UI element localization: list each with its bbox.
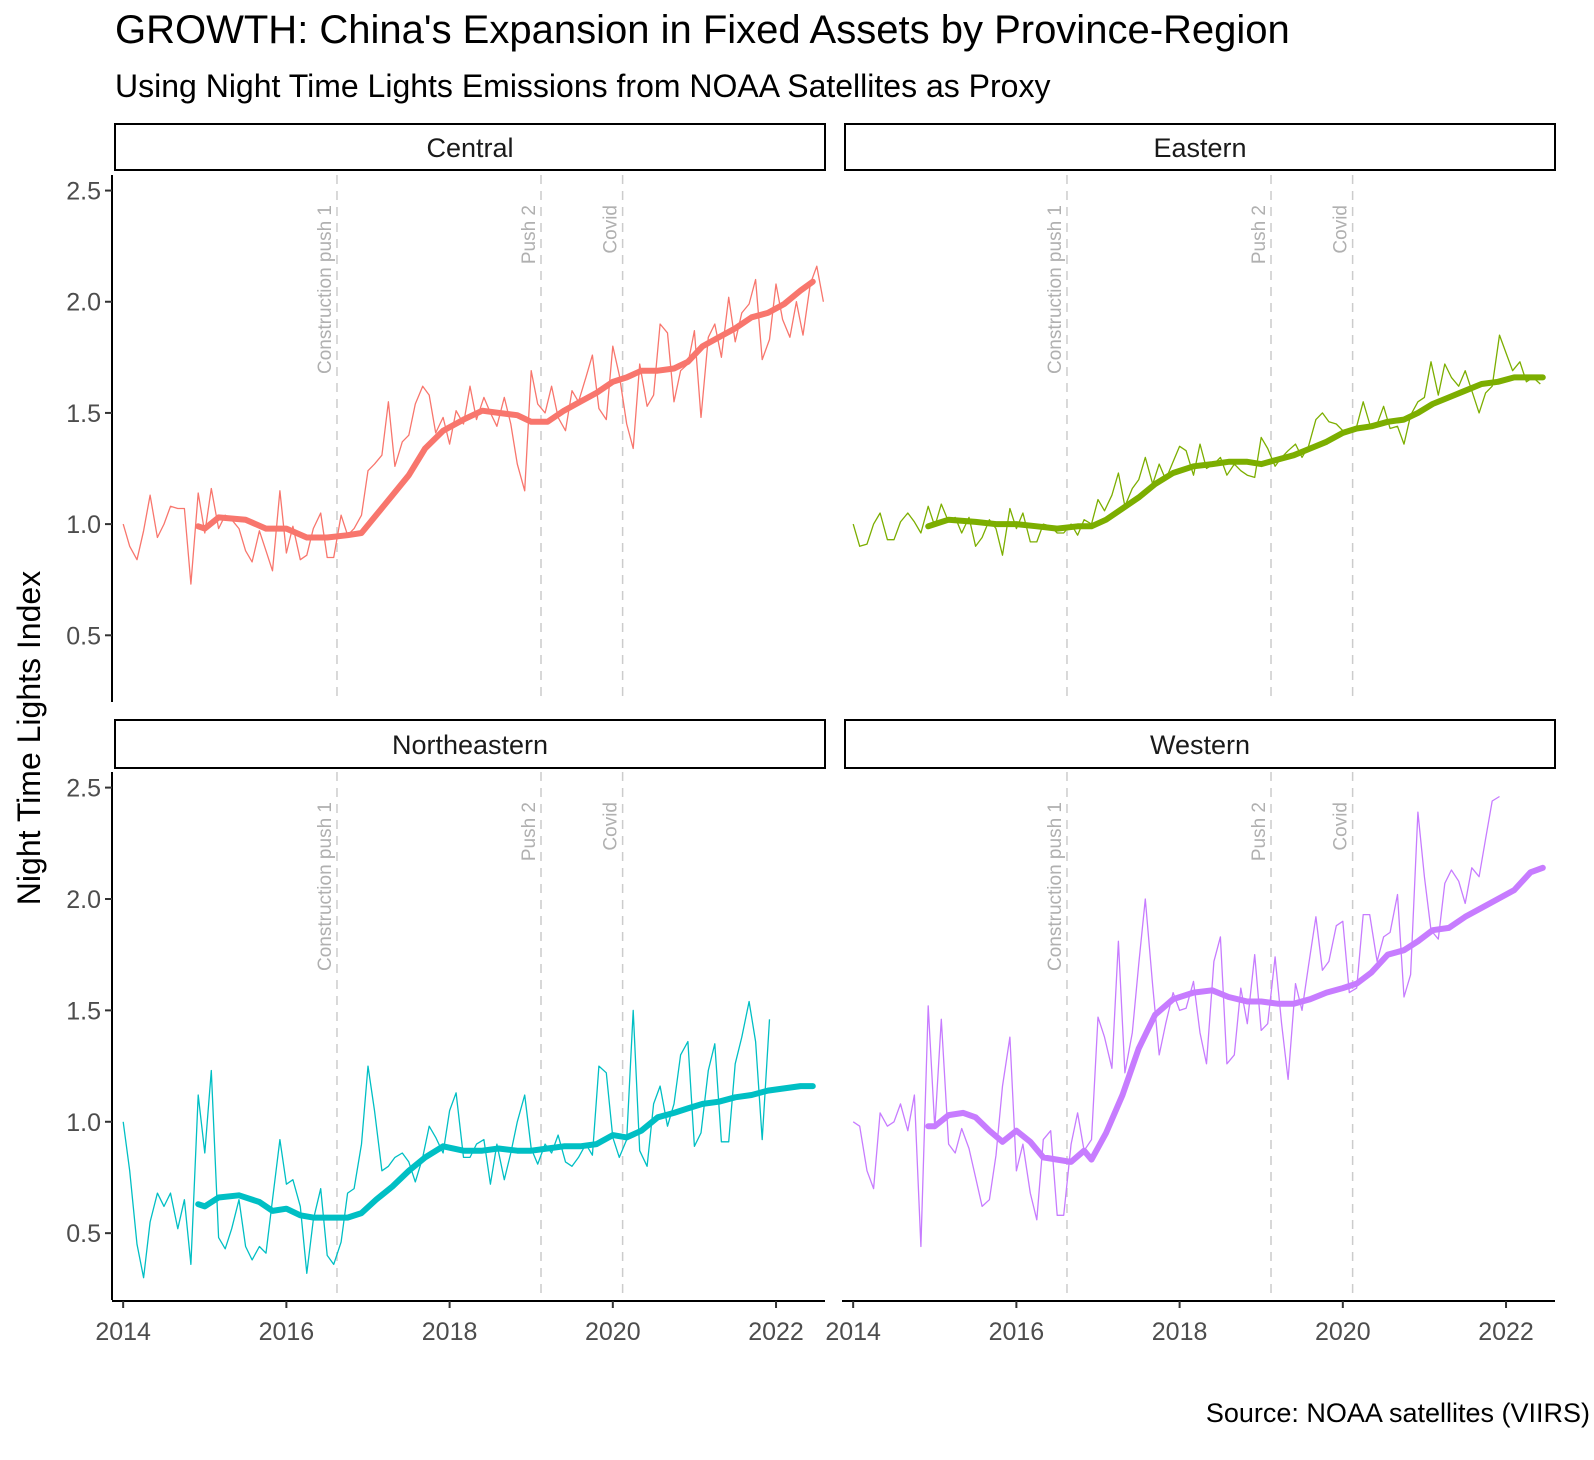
x-tick-label: 2022 bbox=[748, 1318, 804, 1346]
event-label: Covid bbox=[601, 205, 622, 254]
facet-strip-central bbox=[114, 123, 826, 171]
x-tick-label: 2016 bbox=[259, 1318, 315, 1346]
event-label: Push 2 bbox=[519, 802, 540, 861]
event-label: Construction push 1 bbox=[1045, 802, 1066, 971]
facet-strip-western bbox=[844, 719, 1556, 769]
event-label: Construction push 1 bbox=[1045, 205, 1066, 374]
chart-caption: Source: NOAA satellites (VIIRS) bbox=[1205, 1398, 1590, 1428]
event-label: Covid bbox=[1331, 205, 1352, 254]
event-label: Push 2 bbox=[1249, 802, 1270, 861]
event-label: Covid bbox=[601, 802, 622, 851]
trend-line-central bbox=[195, 278, 816, 541]
trend-line-western bbox=[925, 864, 1546, 1165]
y-tick-label: 2.0 bbox=[66, 886, 101, 914]
y-tick-label: 2.5 bbox=[66, 775, 101, 803]
facet-label-western: Western bbox=[1150, 730, 1250, 760]
facet-strip-eastern bbox=[844, 123, 1556, 171]
facet-label-northeastern: Northeastern bbox=[392, 730, 548, 760]
x-tick-label: 2018 bbox=[1152, 1318, 1208, 1346]
y-tick-label: 1.0 bbox=[66, 511, 101, 539]
chart-title: GROWTH: China's Expansion in Fixed Asset… bbox=[115, 8, 1290, 52]
event-label: Construction push 1 bbox=[315, 802, 336, 971]
event-label: Push 2 bbox=[1249, 205, 1270, 264]
y-tick-label: 0.5 bbox=[66, 622, 101, 650]
x-tick-label: 2020 bbox=[585, 1318, 641, 1346]
y-axis-title: Night Time Lights Index bbox=[11, 571, 47, 905]
x-tick-label: 2018 bbox=[422, 1318, 478, 1346]
y-tick-label: 1.0 bbox=[66, 1109, 101, 1137]
monthly-line-northeastern bbox=[122, 1000, 771, 1279]
y-tick-label: 1.5 bbox=[66, 400, 101, 428]
facet-label-eastern: Eastern bbox=[1153, 133, 1246, 163]
x-tick-label: 2014 bbox=[825, 1318, 881, 1346]
y-tick-label: 1.5 bbox=[66, 997, 101, 1025]
monthly-line-western bbox=[852, 795, 1500, 1248]
monthly-line-central bbox=[122, 265, 825, 585]
x-tick-label: 2020 bbox=[1315, 1318, 1371, 1346]
y-tick-label: 0.5 bbox=[66, 1220, 101, 1248]
trend-line-eastern bbox=[925, 374, 1546, 532]
facet-label-central: Central bbox=[426, 133, 513, 163]
facet-strip-northeastern bbox=[114, 719, 826, 769]
y-tick-label: 2.0 bbox=[66, 289, 101, 317]
x-tick-label: 2016 bbox=[989, 1318, 1045, 1346]
event-label: Covid bbox=[1331, 802, 1352, 851]
x-tick-label: 2014 bbox=[95, 1318, 151, 1346]
y-tick-label: 2.5 bbox=[66, 178, 101, 206]
x-tick-label: 2022 bbox=[1478, 1318, 1534, 1346]
event-label: Construction push 1 bbox=[315, 205, 336, 374]
event-label: Push 2 bbox=[519, 205, 540, 264]
chart-subtitle: Using Night Time Lights Emissions from N… bbox=[115, 68, 1051, 104]
trend-line-northeastern bbox=[195, 1083, 816, 1221]
